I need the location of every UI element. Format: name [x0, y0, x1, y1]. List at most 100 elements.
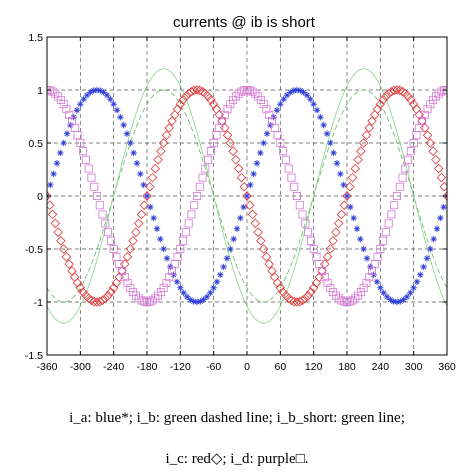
series-i_c-point [217, 116, 227, 126]
series-i_a-point [433, 225, 441, 232]
series-i_d-point [309, 244, 318, 253]
series-i_d-point [409, 138, 418, 147]
series-i_c-point [317, 266, 327, 276]
series-i_c-point [436, 172, 447, 183]
series-i_a-point [77, 101, 84, 108]
series-i_d-point [120, 273, 129, 282]
series-i_a-point [437, 214, 444, 222]
series-i_c-point [70, 272, 80, 282]
series-i_d-point [192, 191, 201, 200]
series-i_a-point [373, 278, 381, 285]
series-i_c-point [275, 283, 286, 293]
series-i_c-point [395, 85, 405, 96]
series-i_c-point [195, 85, 205, 96]
series-i_d-point [298, 210, 307, 219]
series-i_d-point [331, 291, 340, 300]
series-i_c-point [428, 146, 438, 156]
series-i_c-point [122, 252, 133, 262]
series-i_d-point [79, 147, 88, 156]
series-i_d-point [81, 155, 90, 164]
series-i_a-point [330, 149, 337, 157]
y-tick-label: -1 [34, 297, 43, 309]
series-i_c-point [356, 146, 366, 156]
series-i_a-point [130, 149, 137, 157]
series-i_d-point [359, 283, 368, 292]
x-tick-label: 240 [372, 361, 390, 373]
series-i_d-point [223, 105, 232, 114]
series-i_a-point [163, 255, 171, 262]
series-i_d-point [320, 273, 329, 282]
series-i_d-point [187, 210, 196, 219]
series-i_d-point [337, 296, 346, 305]
series-i_c-point [442, 191, 447, 201]
series-i_d-point [93, 191, 102, 200]
series-i_a-point [323, 130, 331, 137]
series-i_a-point [147, 203, 154, 211]
series-i_d-point [209, 138, 218, 147]
series-i_d-point [417, 117, 426, 126]
series-i_d-point [118, 266, 127, 275]
series-i_c-point [370, 110, 380, 120]
series-i_c-point [372, 104, 383, 114]
series-i_a-point [183, 293, 191, 301]
y-tick-label: -1.5 [25, 350, 43, 362]
series-i_d-point [76, 138, 85, 147]
series-i_c-point [220, 123, 230, 133]
series-i_d-point [162, 278, 171, 287]
series-i_a-point [210, 284, 217, 291]
series-i_c-point [353, 154, 363, 165]
series-i_c-point [433, 163, 444, 174]
series-i_c-point [397, 86, 408, 97]
series-i_a-point [207, 289, 214, 297]
series-i_a-point [73, 107, 81, 114]
series-i_a-point [360, 245, 367, 253]
series-i_d-point [73, 131, 82, 140]
series-i_c-point [233, 163, 244, 174]
series-i_a-point [340, 181, 347, 189]
series-i_a-point [133, 160, 141, 167]
series-i_d-point [126, 283, 135, 292]
series-i_d-point [379, 236, 388, 245]
series-i_c-point [381, 91, 391, 102]
series-i_a-point [317, 114, 324, 121]
series-i_d-point [304, 228, 313, 237]
series-i_d-point [398, 173, 407, 182]
series-i_c-point [120, 259, 130, 269]
series-i_a-point [80, 95, 87, 103]
series-i_d-point [323, 278, 332, 287]
series-i_d-point [326, 283, 335, 292]
series-i_d-point [140, 297, 149, 306]
series-i_d-point [392, 191, 401, 200]
series-i_c-point [103, 290, 113, 301]
series-i_d-point [142, 297, 151, 306]
series-i_c-point [325, 244, 336, 254]
series-i_a-point [250, 170, 257, 178]
series-i_c-point [170, 110, 180, 120]
series-i_a-point [333, 160, 341, 167]
series-i_c-point [364, 123, 374, 133]
series-i_d-point [198, 173, 207, 182]
series-i_c-point [342, 191, 352, 201]
series-i_d-point [404, 155, 413, 164]
x-tick-label: -60 [206, 361, 221, 373]
series-i_a-point [377, 284, 384, 291]
x-tick-label: 120 [305, 361, 323, 373]
series-i_d-point [362, 278, 371, 287]
series-i_c-point [145, 181, 155, 192]
series-i_a-point [417, 271, 424, 278]
series-i_a-point [173, 278, 181, 285]
series-i_d-point [431, 92, 440, 101]
series-i_c-point [286, 295, 297, 306]
series-i_c-point [414, 110, 424, 120]
series-i_c-point [136, 209, 147, 220]
series-i_d-point [376, 244, 385, 253]
series-i-c-markers [47, 85, 447, 307]
series-i_c-point [331, 227, 341, 238]
series-i_c-point [164, 123, 174, 133]
series-i_a-point [150, 214, 157, 222]
series-i_a-point [137, 170, 144, 178]
series-i_c-point [92, 297, 102, 307]
series-i_c-point [392, 85, 402, 95]
series-i_a-point [343, 192, 351, 200]
series-i_a-point [230, 235, 237, 243]
